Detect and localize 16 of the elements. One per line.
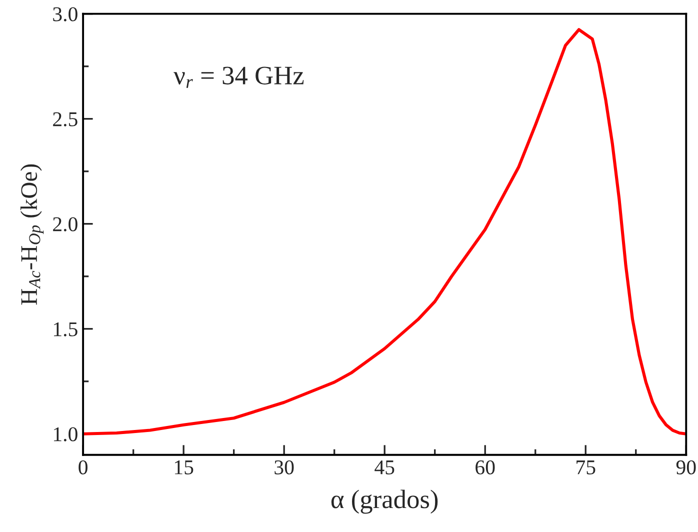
- y-tick-label: 3.0: [53, 7, 78, 22]
- line-series: [83, 28, 686, 436]
- x-tick-label: 90: [676, 460, 696, 474]
- annotation: ν$_{r}$ = 34 GHz: [174, 66, 304, 88]
- y-tick-label: 1.0: [54, 427, 78, 442]
- x-axis-title: α (grados): [331, 490, 438, 514]
- x-tick-label: 15: [174, 460, 194, 474]
- y-tick-label: 2.0: [53, 217, 78, 232]
- y-tick-label: 2.5: [53, 112, 78, 126]
- x-tick-label: 45: [374, 460, 394, 474]
- x-tick-label: 30: [274, 460, 294, 474]
- y-tick-label: 1.5: [54, 322, 78, 336]
- x-tick-label: 0: [78, 460, 88, 474]
- x-tick-label: 60: [476, 460, 495, 474]
- x-tick-label: 75: [576, 460, 596, 474]
- y-axis-title: H$_{Ac}$-H$_{Op}$ (kOe): [20, 164, 44, 305]
